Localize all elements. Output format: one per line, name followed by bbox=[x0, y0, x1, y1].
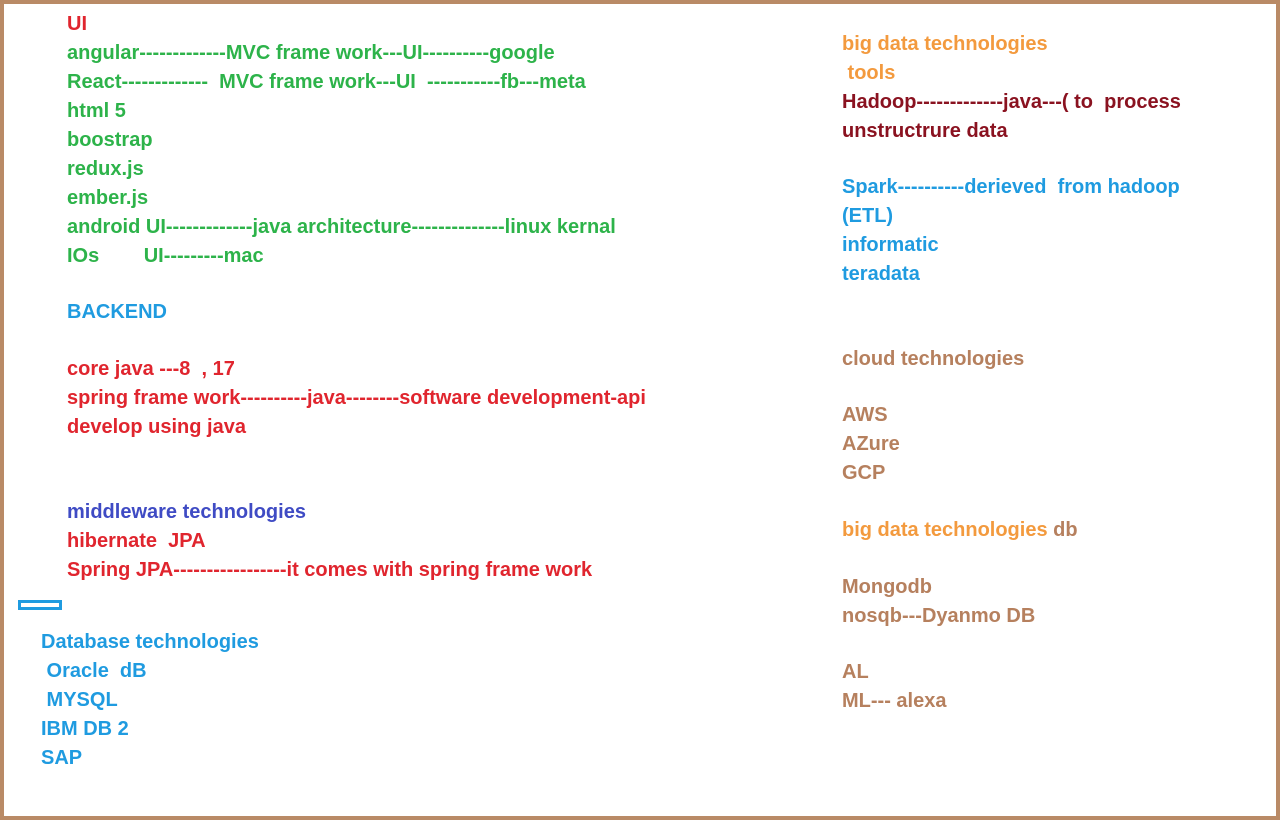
middleware-heading: middleware technologies bbox=[67, 501, 306, 523]
ui-item-bootstrap: boostrap bbox=[67, 129, 153, 151]
ui-heading: UI bbox=[67, 13, 87, 35]
bigdata-item-hadoop: Hadoop-------------java---( to process bbox=[842, 91, 1181, 113]
bigdata-db-item-mongodb: Mongodb bbox=[842, 576, 932, 598]
bigdata-db-item-nosql: nosqb---Dyanmo DB bbox=[842, 605, 1036, 627]
database-item-ibm-db2: IBM DB 2 bbox=[41, 718, 129, 740]
bigdata-heading: big data technologies bbox=[842, 33, 1048, 55]
bigdata-item-spark: Spark----------derieved from hadoop bbox=[842, 176, 1180, 198]
bigdata-db-heading-main: big data technologies bbox=[842, 519, 1048, 541]
middleware-item-hibernate: hibernate JPA bbox=[67, 530, 206, 552]
bigdata-item-etl: (ETL) bbox=[842, 205, 894, 227]
ui-item-redux: redux.js bbox=[67, 158, 144, 180]
ui-item-android: android UI-------------java architecture… bbox=[67, 216, 616, 238]
ui-item-html5: html 5 bbox=[67, 100, 126, 122]
backend-heading: BACKEND bbox=[67, 301, 167, 323]
bigdata-item-informatic: informatic bbox=[842, 234, 939, 256]
database-item-sap: SAP bbox=[41, 747, 83, 769]
database-item-oracle: Oracle dB bbox=[41, 660, 147, 682]
backend-item-spring: spring frame work----------java--------s… bbox=[67, 387, 646, 409]
ui-item-ember: ember.js bbox=[67, 187, 149, 209]
bigdata-subheading-tools: tools bbox=[842, 62, 896, 84]
ai-item-ml: ML--- alexa bbox=[842, 690, 947, 712]
cloud-item-gcp: GCP bbox=[842, 462, 886, 484]
bigdata-db-heading-suffix: db bbox=[1047, 519, 1078, 541]
cloud-item-azure: AZure bbox=[842, 433, 900, 455]
database-heading: Database technologies bbox=[41, 631, 259, 653]
cloud-heading: cloud technologies bbox=[842, 348, 1025, 370]
cloud-item-aws: AWS bbox=[842, 404, 888, 426]
backend-item-develop: develop using java bbox=[67, 416, 246, 438]
bigdata-item-unstructured: unstructrure data bbox=[842, 120, 1008, 142]
middleware-item-spring-jpa: Spring JPA-----------------it comes with… bbox=[67, 559, 593, 581]
bigdata-db-heading: big data technologies db bbox=[842, 518, 1078, 542]
ui-item-react: React------------- MVC frame work---UI -… bbox=[67, 71, 586, 93]
backend-item-core-java: core java ---8 , 17 bbox=[67, 358, 235, 380]
bigdata-item-teradata: teradata bbox=[842, 263, 920, 285]
database-item-mysql: MYSQL bbox=[41, 689, 118, 711]
rectangle-shape[interactable] bbox=[18, 600, 62, 610]
ui-item-ios: IOs UI---------mac bbox=[67, 245, 264, 267]
ui-item-angular: angular-------------MVC frame work---UI-… bbox=[67, 42, 555, 64]
ai-item-al: AL bbox=[842, 661, 869, 683]
